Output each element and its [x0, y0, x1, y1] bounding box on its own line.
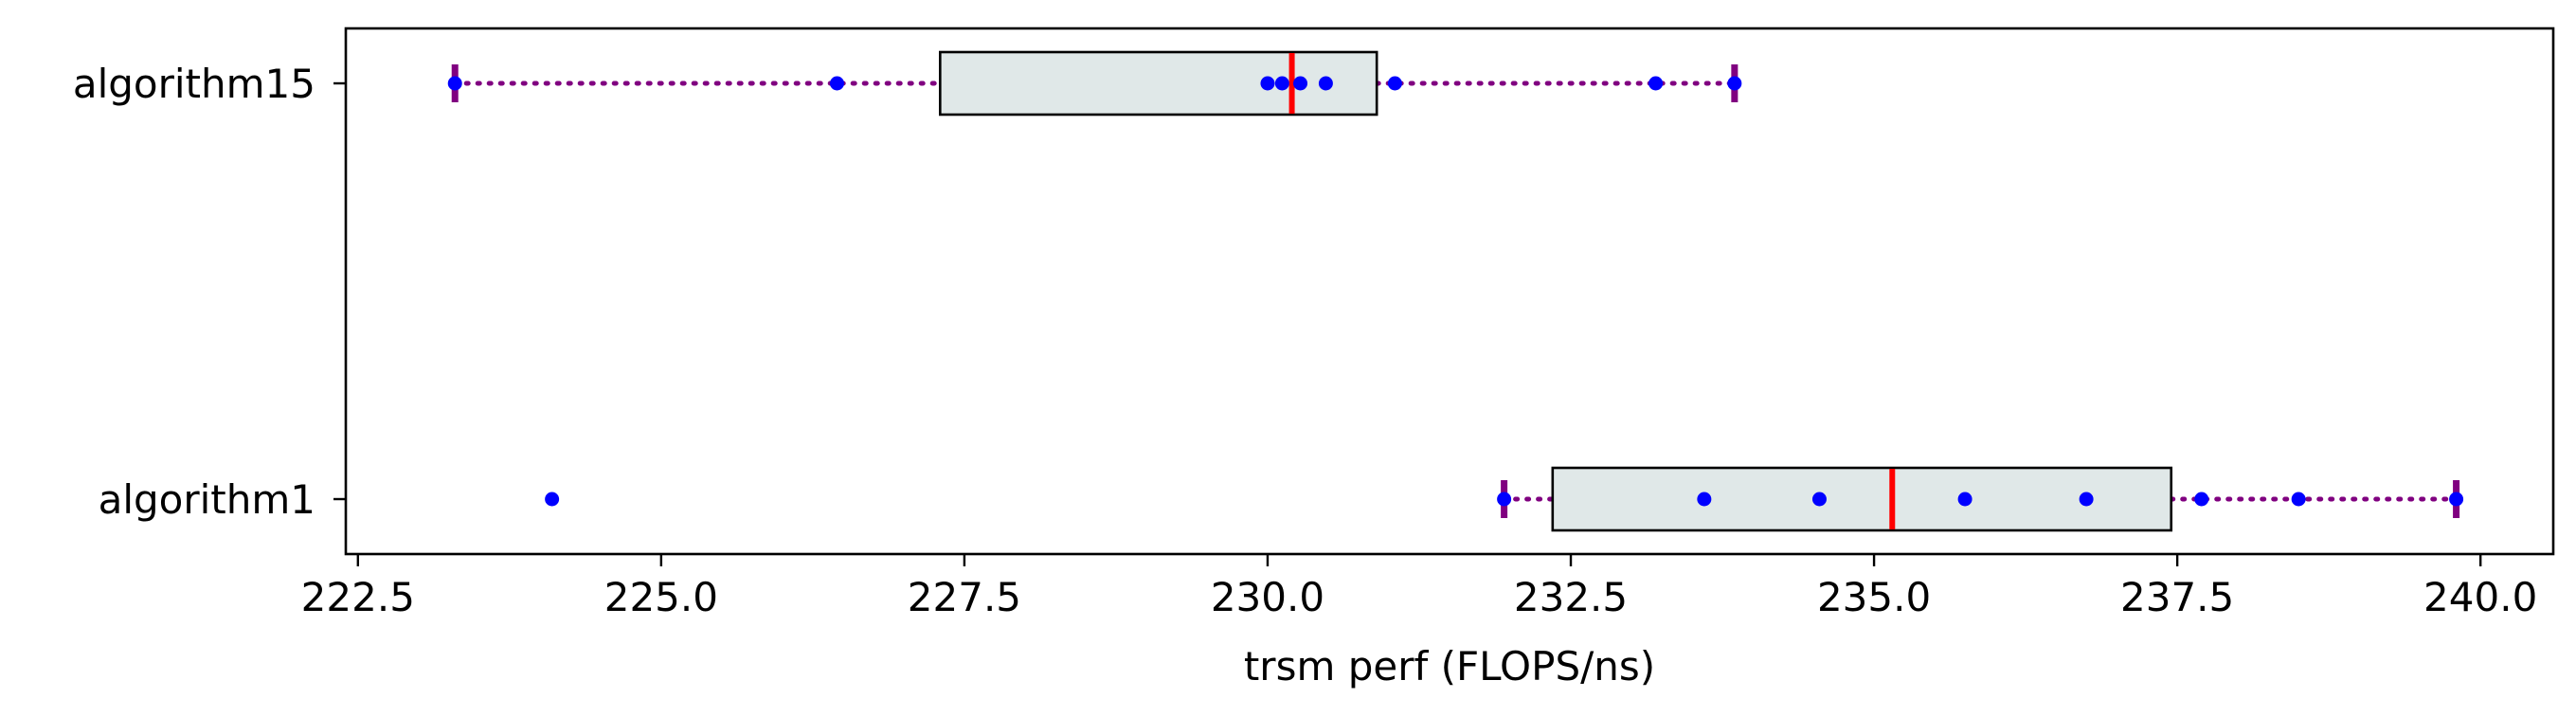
data-point	[2291, 492, 2306, 507]
data-point	[2194, 492, 2209, 507]
x-tick-label: 235.0	[1817, 574, 1931, 620]
data-point	[1293, 76, 1308, 91]
y-tick-label: algorithm1	[99, 476, 315, 523]
plot-area	[447, 50, 2464, 532]
data-point	[1811, 492, 1827, 507]
data-point	[2449, 492, 2464, 507]
x-axis: 222.5 225.0 227.5 230.0 232.5 235.0 237.5 240.0	[301, 554, 2537, 620]
data-point	[1387, 76, 1402, 91]
box-iqr	[939, 50, 1378, 116]
box-iqr	[1551, 466, 2173, 532]
box-algorithm15	[447, 50, 1742, 116]
box-algorithm1	[545, 466, 2464, 532]
data-point	[1957, 492, 1973, 507]
data-point	[1497, 492, 1512, 507]
data-point	[1260, 76, 1275, 91]
data-point	[1727, 76, 1742, 91]
x-tick-label: 237.5	[2120, 574, 2234, 620]
x-tick-label: 240.0	[2423, 574, 2537, 620]
x-tick-label: 222.5	[301, 574, 415, 620]
plot-frame	[344, 27, 2555, 556]
data-point	[1697, 492, 1712, 507]
y-axis: algorithm15 algorithm1	[73, 61, 346, 523]
y-tick-label: algorithm15	[73, 61, 315, 107]
x-tick-label: 227.5	[908, 574, 1021, 620]
data-point	[2079, 492, 2094, 507]
data-point	[1318, 76, 1333, 91]
x-tick-label: 230.0	[1211, 574, 1324, 620]
data-point	[545, 492, 560, 507]
data-point	[1274, 76, 1289, 91]
data-point	[1648, 76, 1664, 91]
data-point	[447, 76, 462, 91]
x-tick-label: 225.0	[604, 574, 718, 620]
x-axis-label: trsm perf (FLOPS/ns)	[1244, 643, 1655, 689]
x-tick-label: 232.5	[1514, 574, 1628, 620]
data-point	[829, 76, 844, 91]
